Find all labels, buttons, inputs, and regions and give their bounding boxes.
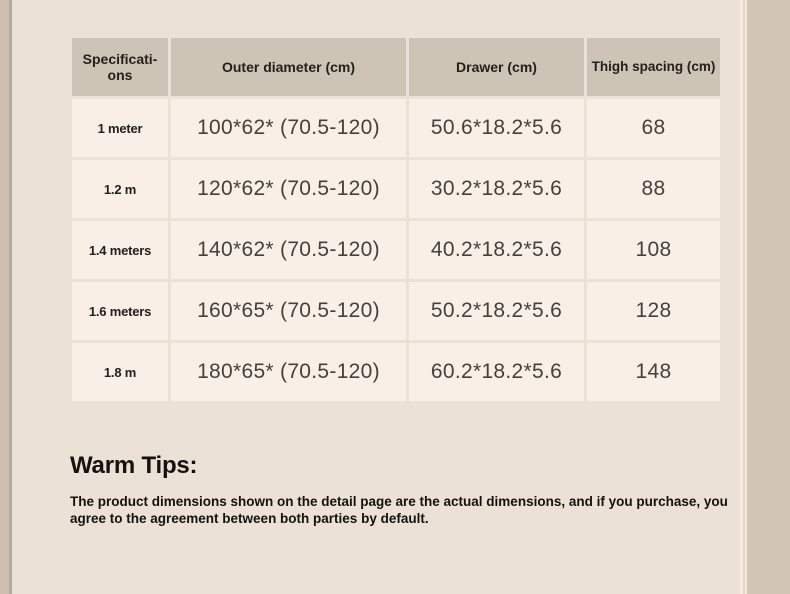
spec-cell: 1.8 m [72, 343, 168, 401]
warm-tips-section: Warm Tips: The product dimensions shown … [70, 452, 767, 528]
outer-diameter-cell: 100*62* (70.5-120) [171, 99, 406, 157]
outer-diameter-cell: 180*65* (70.5-120) [171, 343, 406, 401]
column-header-drawer: Drawer (cm) [409, 38, 584, 96]
spec-cell: 1.6 meters [72, 282, 168, 340]
thigh-spacing-cell: 128 [587, 282, 720, 340]
column-header-outer-diameter: Outer diameter (cm) [171, 38, 406, 96]
column-header-specifications: Specificati-ons [72, 38, 168, 96]
outer-diameter-cell: 120*62* (70.5-120) [171, 160, 406, 218]
thigh-spacing-cell: 108 [587, 221, 720, 279]
drawer-cell: 50.2*18.2*5.6 [409, 282, 584, 340]
drawer-cell: 50.6*18.2*5.6 [409, 99, 584, 157]
right-edge-lines [740, 0, 747, 594]
thigh-spacing-cell: 68 [587, 99, 720, 157]
drawer-cell: 30.2*18.2*5.6 [409, 160, 584, 218]
spec-cell: 1.4 meters [72, 221, 168, 279]
left-edge-strip [0, 0, 12, 594]
spec-cell: 1 meter [72, 99, 168, 157]
spec-cell: 1.2 m [72, 160, 168, 218]
right-edge-band [747, 0, 790, 594]
drawer-cell: 40.2*18.2*5.6 [409, 221, 584, 279]
thigh-spacing-cell: 88 [587, 160, 720, 218]
outer-diameter-cell: 160*65* (70.5-120) [171, 282, 406, 340]
warm-tips-text: The product dimensions shown on the deta… [70, 494, 728, 527]
warm-tips-heading: Warm Tips: [70, 452, 198, 479]
drawer-cell: 60.2*18.2*5.6 [409, 343, 584, 401]
specification-table: Specificati-ons Outer diameter (cm) Draw… [72, 38, 720, 401]
column-header-thigh-spacing: Thigh spacing (cm) [587, 38, 720, 96]
thigh-spacing-cell: 148 [587, 343, 720, 401]
outer-diameter-cell: 140*62* (70.5-120) [171, 221, 406, 279]
